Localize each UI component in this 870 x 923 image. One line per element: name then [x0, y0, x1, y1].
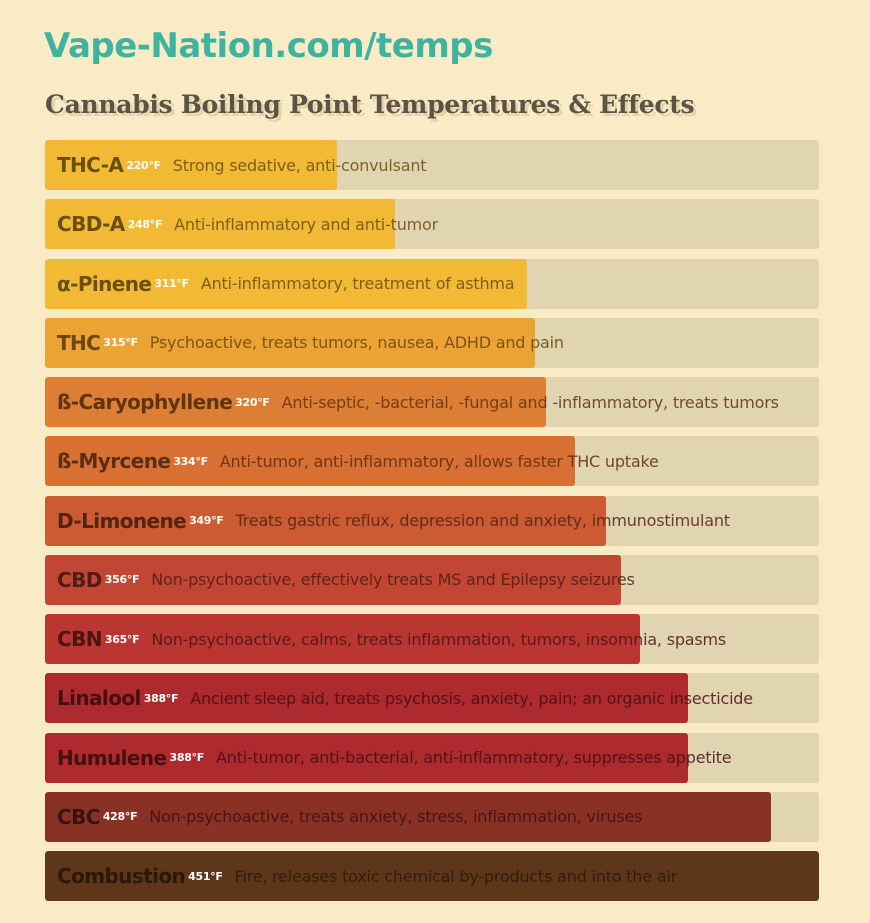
bar-fill [45, 732, 688, 783]
bar-fill [45, 199, 396, 250]
compound-name: Humulene [57, 745, 167, 770]
bar-row: α-Pinene 311°F Anti-inflammatory, treatmen… [45, 258, 819, 309]
bar-fill [45, 791, 772, 842]
bar-chart: THC-A 220°F Strong sedative, anti-convulsa… [45, 140, 819, 910]
bar-label: Combustion 451°F Fire, releases toxic chem… [57, 851, 819, 901]
bar-label: THC-A 220°F Strong sedative, anti-convulsa… [57, 140, 819, 190]
compound-name: THC-A [57, 153, 124, 177]
compound-name: α-Pinene [57, 271, 152, 296]
effect-description: Anti-tumor, anti-bacterial, anti-inflamm… [215, 748, 732, 768]
compound-name: ß-Caryophyllene [57, 390, 233, 415]
bar-label: THC 315°F Psychoactive, treats tumors, nau… [57, 318, 819, 368]
bar-row: D-Limonene 349°F Treats gastric reflux, de… [45, 495, 819, 546]
compound-name: D-Limonene [57, 508, 187, 533]
bar-label: D-Limonene 349°F Treats gastric reflux, de… [57, 496, 819, 546]
boiling-point-label: 315°F [103, 336, 138, 350]
bar-fill [45, 377, 546, 428]
bar-label: CBC 428°F Non-psychoactive, treats anxiety… [57, 792, 819, 842]
effect-description: Fire, releases toxic chemical by-product… [234, 866, 678, 886]
bar-row: ß-Caryophyllene 320°F Anti-septic, -bacter… [45, 377, 819, 428]
boiling-point-label: 311°F [154, 277, 189, 291]
boiling-point-label: 365°F [104, 632, 140, 646]
bar-fill [45, 614, 640, 665]
bar-fill [45, 673, 688, 724]
boiling-point-label: 388°F [169, 751, 204, 765]
effect-description: Non-psychoactive, treats anxiety, stress… [149, 807, 643, 827]
effect-description: Strong sedative, anti-convulsant [172, 155, 427, 175]
bar-label: α-Pinene 311°F Anti-inflammatory, treatmen… [57, 259, 819, 309]
compound-name: THC [57, 330, 101, 355]
bar-row: CBD 356°F Non-psychoactive, effectively tr… [45, 554, 819, 605]
chart-title: Cannabis Boiling Point Temperatures & Ef… [45, 90, 695, 119]
bar-row: CBC 428°F Non-psychoactive, treats anxiety… [45, 791, 819, 842]
effect-description: Anti-tumor, anti-inflammatory, allows fa… [219, 451, 659, 471]
bar-fill [45, 554, 621, 605]
effect-description: Non-psychoactive, calms, treats inflamma… [151, 629, 727, 649]
bar-row: CBD-A 248°F Anti-inflammatory and anti-tum… [45, 199, 819, 250]
site-title: Vape-Nation.com/temps [44, 26, 493, 66]
bar-label: Linalool 388°F Ancient sleep aid, treats p… [57, 673, 819, 723]
bar-fill [45, 436, 575, 487]
bar-label: CBN 365°F Non-psychoactive, calms, treats … [57, 614, 819, 664]
effect-description: Treats gastric reflux, depression and an… [235, 511, 730, 531]
boiling-point-label: 388°F [143, 691, 179, 705]
bar-fill [45, 495, 607, 546]
boiling-point-label: 334°F [173, 454, 208, 468]
compound-name: Linalool [57, 686, 141, 711]
compound-name: CBD [57, 567, 102, 592]
bar-row: ß-Myrcene 334°F Anti-tumor, anti-inflammat… [45, 436, 819, 487]
bar-label: CBD 356°F Non-psychoactive, effectively tr… [57, 555, 819, 605]
boiling-point-label: 428°F [102, 810, 138, 824]
compound-name: ß-Myrcene [57, 449, 171, 474]
boiling-point-label: 248°F [127, 217, 163, 231]
bar-fill [45, 317, 536, 368]
bar-row: Humulene 388°F Anti-tumor, anti-bacterial,… [45, 732, 819, 783]
boiling-point-label: 356°F [104, 573, 140, 587]
bar-row: Linalool 388°F Ancient sleep aid, treats p… [45, 673, 819, 724]
effect-description: Ancient sleep aid, treats psychosis, anx… [190, 688, 753, 708]
compound-name: CBD-A [57, 212, 125, 237]
compound-name: CBN [57, 627, 102, 652]
effect-description: Anti-inflammatory and anti-tumor [174, 214, 438, 234]
effect-description: Anti-inflammatory, treatment of asthma [200, 274, 515, 294]
bar-fill [45, 851, 819, 902]
bar-row: CBN 365°F Non-psychoactive, calms, treats … [45, 614, 819, 665]
effect-description: Psychoactive, treats tumors, nausea, ADH… [149, 333, 564, 353]
boiling-point-label: 349°F [189, 514, 224, 528]
effect-description: Anti-septic, -bacterial, -fungal and -in… [281, 392, 779, 412]
bar-row: Combustion 451°F Fire, releases toxic chem… [45, 851, 819, 902]
bar-fill [45, 140, 338, 190]
bar-label: CBD-A 248°F Anti-inflammatory and anti-tum… [57, 199, 819, 249]
compound-name: Combustion [57, 864, 186, 889]
bar-row: THC-A 220°F Strong sedative, anti-convulsa… [45, 140, 819, 190]
bar-label: Humulene 388°F Anti-tumor, anti-bacterial,… [57, 733, 819, 783]
bar-row: THC 315°F Psychoactive, treats tumors, nau… [45, 317, 819, 368]
boiling-point-label: 320°F [235, 395, 270, 409]
bar-label: ß-Caryophyllene 320°F Anti-septic, -bacter… [57, 377, 819, 427]
bar-fill [45, 258, 527, 309]
effect-description: Non-psychoactive, effectively treats MS … [151, 570, 635, 590]
boiling-point-label: 220°F [126, 158, 161, 172]
boiling-point-label: 451°F [188, 869, 223, 883]
compound-name: CBC [57, 804, 100, 829]
bar-label: ß-Myrcene 334°F Anti-tumor, anti-inflammat… [57, 436, 819, 486]
